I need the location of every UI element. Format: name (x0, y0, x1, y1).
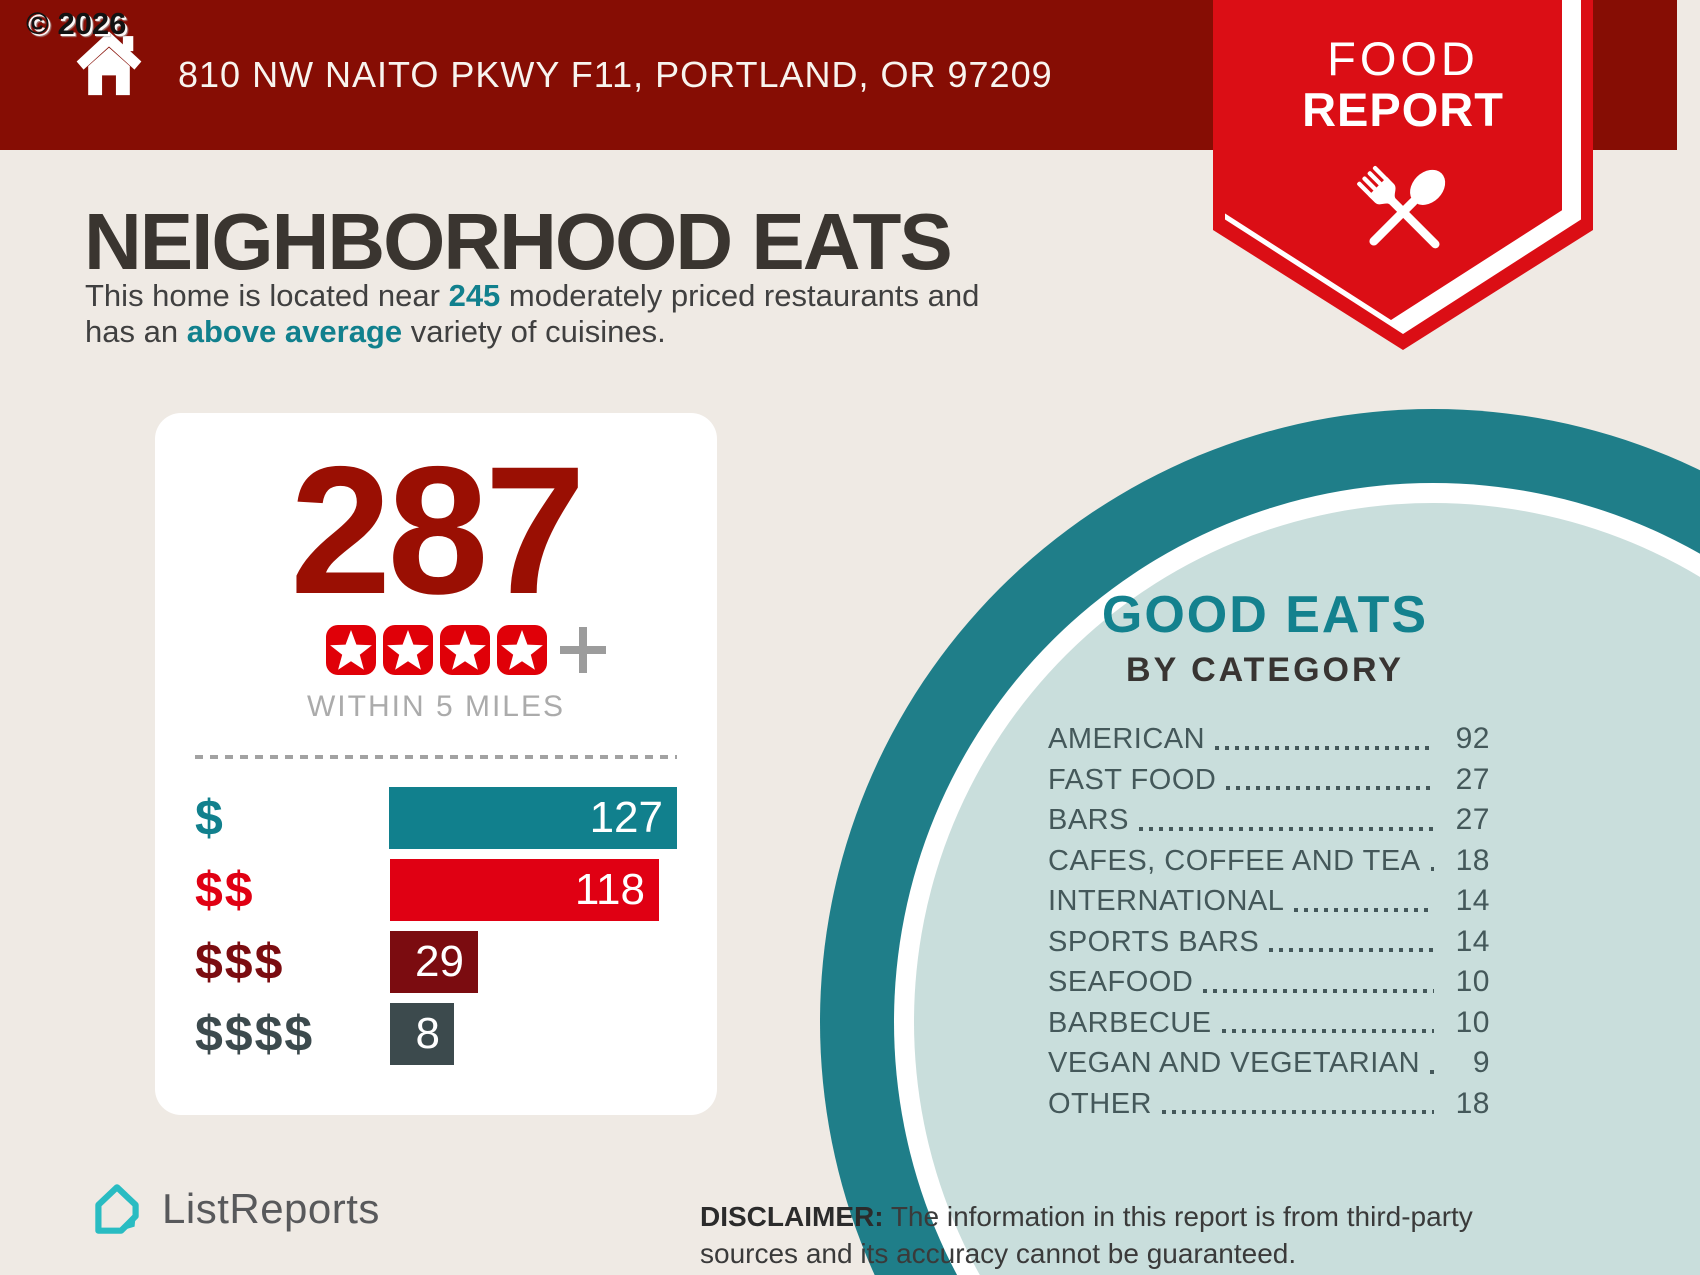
price-tier-bar-chart: $127 $$ 118 $$$ 29 $$$$ 8 (155, 787, 717, 1065)
summary-card: 287 WITHIN 5 MILES $127 $$ 118 $$$ 29 $$$$ 8 (155, 413, 717, 1115)
category-row: SPORTS BARS 14 (1048, 919, 1490, 960)
ribbon-text: FOOD REPORT (1213, 32, 1593, 136)
category-row: INTERNATIONAL 14 (1048, 878, 1490, 919)
copyright-notice: © 2026 (26, 6, 127, 41)
property-address: 810 NW NAITO PKWY F11, PORTLAND, OR 9720… (178, 54, 1053, 95)
ribbon-line1: FOOD (1327, 32, 1479, 85)
spoon-fork-icon (1357, 165, 1446, 249)
dashed-divider (195, 755, 677, 759)
category-value: 10 (1455, 965, 1490, 998)
category-label: BARS (1048, 804, 1129, 837)
category-label: SPORTS BARS (1048, 925, 1260, 958)
dotted-leader (1221, 1029, 1434, 1033)
intro-text-4: variety of cuisines. (402, 314, 666, 349)
category-row: FAST FOOD 27 (1048, 757, 1490, 798)
category-list: AMERICAN 92 FAST FOOD 27 BARS 27 CAFES, COFFEE… (1040, 716, 1490, 1121)
dotted-leader (1138, 826, 1434, 831)
star-icon (496, 625, 547, 675)
radius-caption: WITHIN 5 MILES (306, 690, 566, 723)
dotted-leader (1162, 1110, 1434, 1114)
ribbon-line2: REPORT (1302, 82, 1504, 136)
intro-paragraph: This home is located near 245 moderately… (85, 278, 1125, 350)
bar: 127 (388, 787, 677, 849)
intro-text-3: has an (85, 314, 187, 349)
category-row: OTHER 18 (1048, 1081, 1490, 1122)
good-eats-circle (820, 409, 1700, 1275)
disclaimer-label: DISCLAIMER: (700, 1201, 884, 1232)
dotted-leader (1294, 907, 1434, 912)
category-value: 27 (1455, 762, 1490, 796)
category-label: VEGAN AND VEGETARIAN (1048, 1047, 1421, 1080)
bar-row: $$ 118 (195, 859, 677, 921)
category-row: BARBECUE 10 (1048, 1000, 1490, 1041)
category-value: 27 (1455, 803, 1490, 836)
bar-row: $$$$ 8 (195, 1003, 677, 1065)
category-label: FAST FOOD (1048, 763, 1217, 796)
category-value: 10 (1455, 1005, 1490, 1039)
category-value: 9 (1472, 1046, 1490, 1079)
category-label: OTHER (1048, 1087, 1152, 1120)
category-row: AMERICAN 92 (1048, 716, 1490, 757)
category-label: AMERICAN (1048, 723, 1206, 756)
disclaimer: DISCLAIMER: The information in this repo… (700, 1198, 1500, 1272)
bar-row: $$$ 29 (195, 931, 677, 993)
price-tier-label: $$$$ (195, 1006, 315, 1062)
intro-text-1: This home is located near (85, 278, 449, 313)
good-eats-panel: GOOD EATS BY CATEGORY AMERICAN 92 FAST FOO… (1040, 585, 1490, 1121)
star-icon (382, 625, 433, 675)
category-label: INTERNATIONAL (1048, 885, 1285, 918)
disclaimer-text: The information in this report is from t… (700, 1201, 1473, 1269)
category-label: SEAFOOD (1048, 966, 1194, 999)
bar: 8 (390, 1003, 454, 1065)
category-row: SEAFOOD 10 (1048, 959, 1490, 1000)
category-row: VEGAN AND VEGETARIAN 9 (1048, 1040, 1490, 1081)
plus-icon (560, 627, 606, 673)
price-tier-label: $$ (195, 862, 255, 918)
category-label: CAFES, COFFEE AND TEA (1048, 844, 1421, 877)
category-value: 14 (1455, 924, 1490, 958)
good-eats-title: GOOD EATS (1101, 586, 1429, 644)
star-icon (439, 625, 490, 675)
good-eats-subtitle: BY CATEGORY (1126, 651, 1404, 689)
intro-highlight: above average (186, 314, 403, 349)
dotted-leader (1226, 786, 1434, 790)
price-tier-label: $ (195, 790, 225, 846)
star-icon (325, 625, 376, 675)
intro-text-2: moderately priced restaurants and (500, 278, 980, 313)
dotted-leader (1203, 988, 1434, 993)
category-value: 18 (1455, 1086, 1490, 1120)
dotted-leader (1430, 867, 1434, 871)
dotted-leader (1430, 1069, 1434, 1074)
dotted-leader (1269, 948, 1434, 952)
star-rating (155, 625, 717, 675)
category-value: 14 (1455, 884, 1490, 917)
listreports-logo-icon (95, 1184, 139, 1234)
price-tier-label: $$$ (195, 934, 285, 990)
category-value: 92 (1455, 722, 1490, 755)
category-row: CAFES, COFFEE AND TEA 18 (1048, 838, 1490, 879)
brand-name: ListReports (162, 1185, 380, 1232)
category-value: 18 (1455, 843, 1490, 877)
home-icon (76, 31, 142, 96)
food-report-ribbon: FOOD REPORT (1213, 0, 1593, 350)
category-row: BARS 27 (1048, 797, 1490, 838)
page-title: NEIGHBORHOOD EATS (84, 197, 953, 286)
restaurant-count: 245 (448, 278, 501, 313)
bar-row: $127 (195, 787, 677, 849)
bar: 118 (390, 859, 659, 921)
listreports-brand: ListReports (86, 1178, 380, 1240)
dotted-leader (1215, 745, 1434, 750)
category-label: BARBECUE (1048, 1006, 1212, 1039)
total-restaurant-count: 287 (290, 428, 586, 632)
bar: 29 (390, 931, 478, 993)
